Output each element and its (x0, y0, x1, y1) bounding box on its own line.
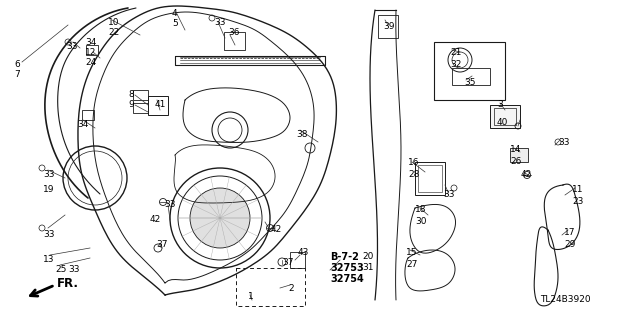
Text: 33: 33 (43, 230, 54, 239)
Text: 27: 27 (406, 260, 417, 269)
Bar (148, 96, 168, 115)
Text: 32753: 32753 (330, 263, 364, 273)
Text: 19: 19 (43, 185, 54, 194)
Text: B-7-2: B-7-2 (330, 252, 359, 262)
Text: 39: 39 (383, 22, 394, 31)
Bar (378, 15, 398, 38)
Text: 33: 33 (66, 42, 77, 51)
Text: 30: 30 (415, 217, 426, 226)
Text: 33: 33 (443, 190, 454, 199)
Text: 9: 9 (128, 100, 134, 109)
Text: 28: 28 (408, 170, 419, 179)
Text: 33: 33 (214, 18, 225, 27)
Text: FR.: FR. (57, 277, 79, 290)
Bar (290, 252, 305, 268)
Text: 21: 21 (450, 48, 461, 57)
Text: 12: 12 (85, 48, 97, 57)
Text: 20: 20 (362, 252, 373, 261)
Text: 37: 37 (156, 240, 168, 249)
Text: 14: 14 (510, 145, 522, 154)
Text: 13: 13 (43, 255, 54, 264)
Bar (452, 68, 490, 85)
Text: 34: 34 (85, 38, 97, 47)
Text: 31: 31 (362, 263, 374, 272)
Circle shape (190, 188, 250, 248)
Text: 16: 16 (408, 158, 419, 167)
Bar (86, 45, 98, 55)
Text: 6: 6 (14, 60, 20, 69)
Text: 35: 35 (464, 78, 476, 87)
Text: 38: 38 (296, 130, 307, 139)
Text: 42: 42 (521, 170, 532, 179)
Text: 10: 10 (108, 18, 120, 27)
Text: 33: 33 (558, 138, 570, 147)
Bar (510, 148, 528, 162)
Text: 25: 25 (55, 265, 67, 274)
Text: 7: 7 (14, 70, 20, 79)
Text: 34: 34 (77, 120, 88, 129)
Text: 33: 33 (164, 200, 175, 209)
Text: 24: 24 (85, 58, 96, 67)
Text: 43: 43 (298, 248, 309, 257)
Text: 41: 41 (155, 100, 166, 109)
Text: 32: 32 (450, 60, 461, 69)
Text: 15: 15 (406, 248, 417, 257)
Text: 37: 37 (282, 258, 294, 267)
Bar (133, 103, 148, 113)
Text: 11: 11 (572, 185, 584, 194)
Bar (236, 268, 305, 306)
Text: 33: 33 (43, 170, 54, 179)
Text: 42: 42 (150, 215, 161, 224)
Text: 5: 5 (172, 19, 178, 28)
Text: 22: 22 (108, 28, 119, 37)
Text: 18: 18 (415, 205, 426, 214)
Text: 33: 33 (68, 265, 79, 274)
Text: 17: 17 (564, 228, 575, 237)
Text: 1: 1 (248, 292, 253, 301)
Text: TL24B3920: TL24B3920 (540, 295, 591, 304)
Text: 36: 36 (228, 28, 239, 37)
Text: 4: 4 (172, 9, 178, 18)
Text: 32754: 32754 (330, 274, 364, 284)
Bar (494, 108, 516, 125)
Text: 3: 3 (497, 100, 503, 109)
Bar (224, 32, 245, 50)
Text: 42: 42 (271, 225, 282, 234)
Bar (418, 165, 442, 192)
Text: 23: 23 (572, 197, 584, 206)
Bar (133, 90, 148, 100)
Bar (415, 162, 445, 195)
Text: 26: 26 (510, 157, 522, 166)
Bar (82, 110, 94, 120)
Text: 40: 40 (497, 118, 508, 127)
Bar (434, 42, 505, 100)
Text: 2: 2 (288, 284, 294, 293)
Text: 29: 29 (564, 240, 575, 249)
Bar (490, 105, 520, 128)
Text: 8: 8 (128, 90, 134, 99)
